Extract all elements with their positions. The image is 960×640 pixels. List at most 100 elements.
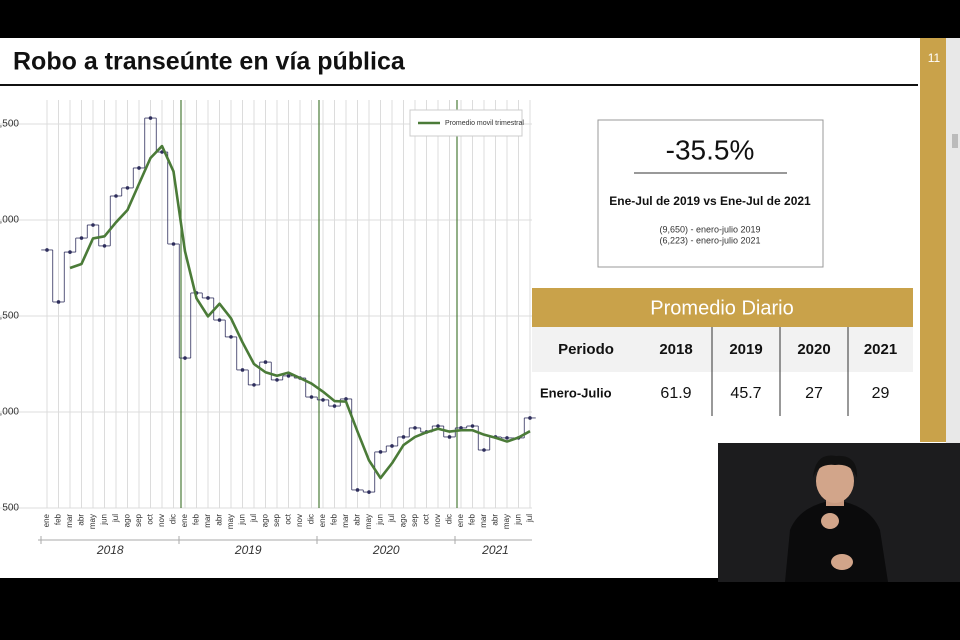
x-tick-label: dic xyxy=(307,514,316,524)
data-point xyxy=(321,398,325,402)
data-point xyxy=(56,300,61,304)
data-point xyxy=(217,318,222,322)
x-tick-label: ago xyxy=(399,513,408,527)
x-tick-label: abr xyxy=(353,514,362,526)
x-tick-label: may xyxy=(502,514,511,529)
chart-body: 5001,0001,5002,0002,500enefebmarabrmayju… xyxy=(0,100,536,557)
data-point xyxy=(171,242,176,246)
x-tick-label: oct xyxy=(284,513,293,524)
data-point xyxy=(482,448,486,452)
page-number: 11 xyxy=(928,51,941,65)
x-tick-label: feb xyxy=(192,513,201,525)
data-point xyxy=(505,436,509,440)
x-tick-label: ene xyxy=(42,513,51,527)
x-tick-label: feb xyxy=(468,513,477,525)
person-hair xyxy=(813,455,858,478)
legend-label: Promedio movil trimestral xyxy=(445,120,524,127)
year-label: 2021 xyxy=(481,543,509,557)
data-point xyxy=(344,397,348,401)
x-tick-label: dic xyxy=(445,514,454,524)
x-tick-label: mar xyxy=(203,514,212,528)
x-tick-label: oct xyxy=(422,513,431,524)
data-point xyxy=(528,416,532,420)
data-point xyxy=(401,435,406,439)
data-point xyxy=(91,223,95,227)
table: Promedio Diario Periodo 2018 2019 2020 2021 E… xyxy=(532,288,913,416)
x-tick-label: ago xyxy=(123,513,132,527)
table-header-cell: 2018 xyxy=(659,341,692,358)
data-point xyxy=(470,424,475,428)
year-label: 2018 xyxy=(96,543,124,557)
data-point xyxy=(378,450,383,454)
table-cell: 27 xyxy=(805,385,823,402)
x-tick-label: jul xyxy=(249,514,258,523)
summary-box xyxy=(597,119,824,268)
slide-title: Robo a transeúnte en vía pública xyxy=(13,48,406,76)
x-tick-label: jun xyxy=(238,514,247,526)
data-point xyxy=(148,116,153,120)
year-label: 2020 xyxy=(372,543,400,557)
table-header-cell: 2021 xyxy=(864,341,897,358)
data-point xyxy=(263,360,268,364)
x-tick-label: mar xyxy=(479,514,488,528)
summary-note: (9,650) - enero-julio 2019 xyxy=(659,224,760,234)
person-hand xyxy=(821,513,839,529)
person-body xyxy=(785,500,888,582)
y-tick-label: 2,000 xyxy=(0,215,19,226)
data-point xyxy=(459,426,463,430)
x-tick-label: sep xyxy=(134,513,143,526)
table-cell: 29 xyxy=(872,385,890,402)
x-tick-label: nov xyxy=(433,514,442,527)
x-tick-label: jun xyxy=(376,514,385,526)
x-tick-label: abr xyxy=(491,514,500,526)
data-point xyxy=(68,250,72,254)
table-header-bg xyxy=(532,327,913,372)
data-point xyxy=(79,236,84,240)
data-point xyxy=(286,374,291,378)
x-tick-label: may xyxy=(226,514,235,529)
table-cell: 61.9 xyxy=(660,385,691,402)
y-tick-label: 500 xyxy=(2,503,19,514)
x-tick-label: mar xyxy=(65,514,74,528)
x-tick-label: feb xyxy=(54,513,63,525)
x-tick-label: nov xyxy=(157,514,166,527)
x-tick-label: ene xyxy=(456,513,465,527)
x-tick-label: mar xyxy=(341,514,350,528)
x-tick-label: dic xyxy=(169,514,178,524)
data-point xyxy=(413,426,417,430)
data-point xyxy=(390,444,394,448)
table-title-bar xyxy=(532,288,913,327)
table-header-cell: 2019 xyxy=(729,341,762,358)
x-tick-label: jul xyxy=(111,514,120,523)
x-tick-label: ene xyxy=(180,513,189,527)
data-point xyxy=(355,488,360,492)
table-cell: 45.7 xyxy=(730,385,761,402)
data-point xyxy=(275,378,279,382)
data-point xyxy=(367,490,371,494)
x-tick-label: may xyxy=(88,514,97,529)
y-tick-label: 1,500 xyxy=(0,311,19,322)
person-hand xyxy=(831,554,853,570)
y-tick-label: 2,500 xyxy=(0,119,19,130)
x-tick-label: abr xyxy=(77,514,86,526)
x-tick-label: sep xyxy=(410,513,419,526)
summary-change: -35.5% xyxy=(666,134,755,165)
x-tick-label: ago xyxy=(261,513,270,527)
x-tick-label: jun xyxy=(100,514,109,526)
data-point xyxy=(447,435,452,439)
accent-strip xyxy=(920,38,946,442)
data-point xyxy=(206,296,210,300)
data-point xyxy=(125,186,130,190)
table-row-label: Enero-Julio xyxy=(540,385,612,400)
x-tick-label: feb xyxy=(330,513,339,525)
x-tick-label: jun xyxy=(514,514,523,526)
summary-note: (6,223) - enero-julio 2021 xyxy=(659,235,760,245)
person-face xyxy=(816,459,854,503)
data-point xyxy=(229,335,233,339)
data-point xyxy=(252,383,256,387)
data-point xyxy=(309,395,314,399)
data-point xyxy=(114,194,118,198)
x-tick-label: oct xyxy=(146,513,155,524)
